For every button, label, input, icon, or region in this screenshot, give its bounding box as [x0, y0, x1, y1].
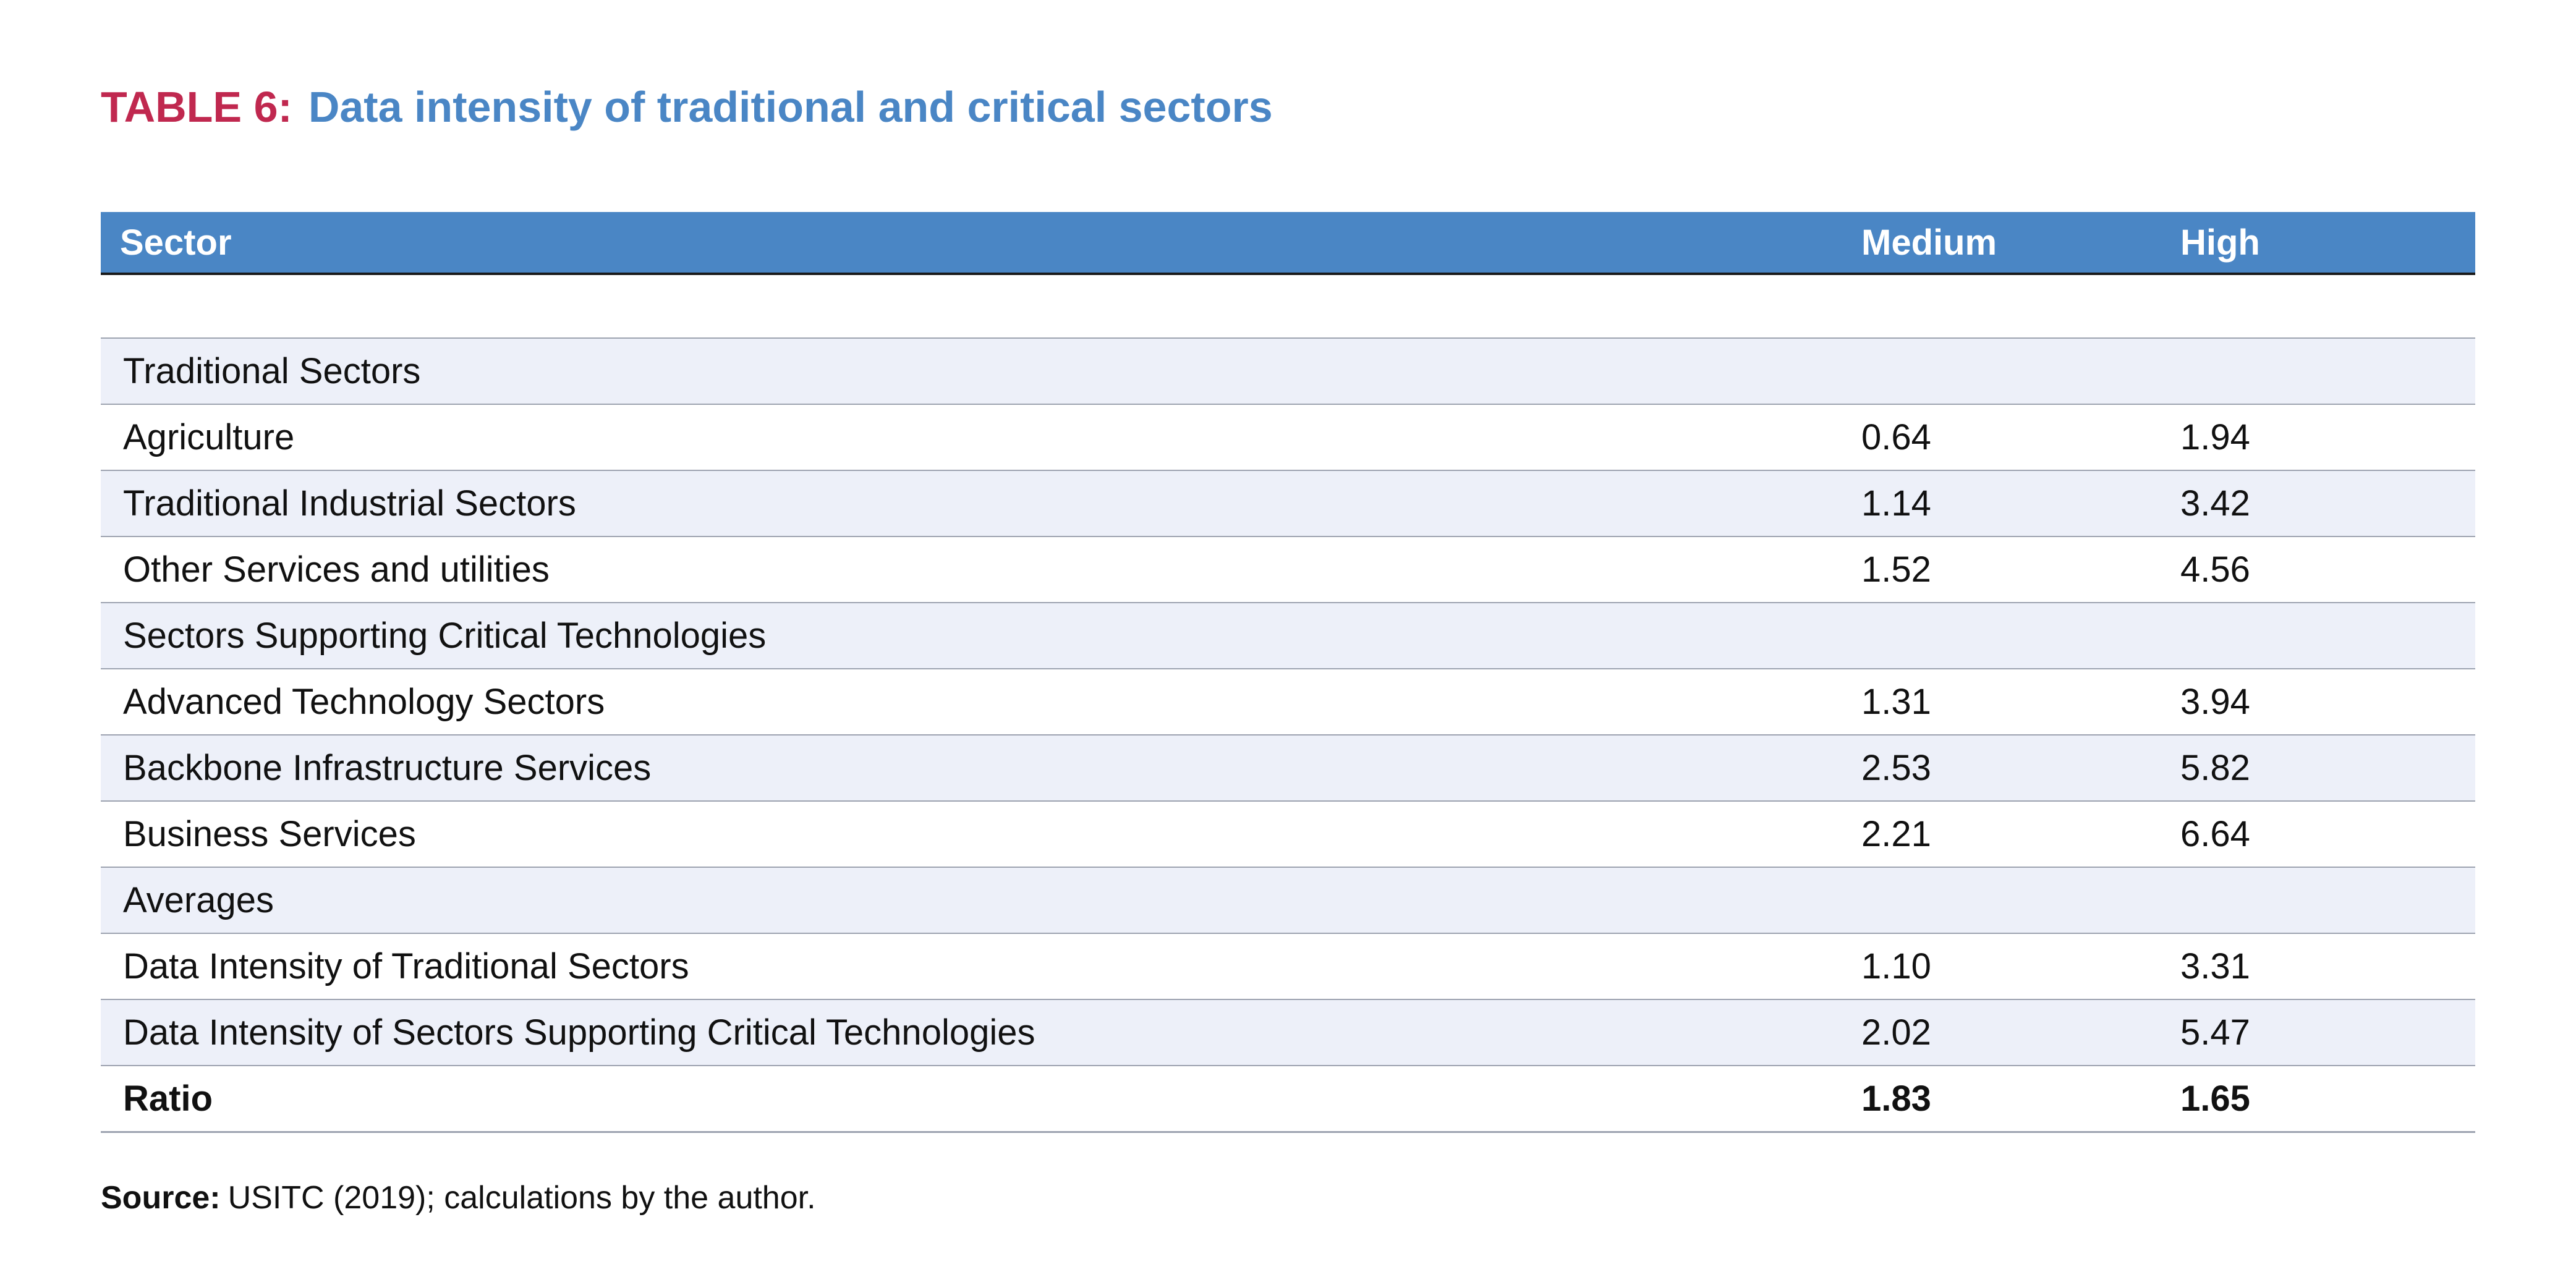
table-row: Other Services and utilities 1.52 4.56	[101, 536, 2475, 603]
sector-cell: Traditional Sectors	[101, 338, 1861, 405]
column-header-sector: Sector	[101, 212, 1861, 275]
high-cell: 1.94	[2180, 404, 2475, 471]
table-ratio-row: Ratio 1.83 1.65	[101, 1066, 2475, 1133]
medium-cell: 1.52	[1861, 536, 2180, 603]
sector-cell: Agriculture	[101, 404, 1861, 471]
table-row: Data Intensity of Sectors Supporting Cri…	[101, 999, 2475, 1066]
table-group-row: Averages	[101, 867, 2475, 934]
high-cell: 6.64	[2180, 801, 2475, 868]
high-cell	[2180, 338, 2475, 405]
table-row: Traditional Industrial Sectors 1.14 3.42	[101, 470, 2475, 537]
high-cell: 3.94	[2180, 669, 2475, 736]
table-group-row: Traditional Sectors	[101, 338, 2475, 405]
table-number-label: TABLE 6:	[101, 83, 292, 131]
medium-cell: 1.14	[1861, 470, 2180, 537]
sector-cell: Data Intensity of Sectors Supporting Cri…	[101, 999, 1861, 1066]
sector-cell: Ratio	[101, 1066, 1861, 1133]
medium-cell	[1861, 867, 2180, 934]
document-page: TABLE 6: Data intensity of traditional an…	[101, 0, 2475, 1272]
table-row: Data Intensity of Traditional Sectors 1.…	[101, 933, 2475, 1000]
table-title-text: Data intensity of traditional and critic…	[308, 83, 1273, 131]
medium-cell	[1861, 603, 2180, 669]
high-cell	[2180, 603, 2475, 669]
sector-cell: Advanced Technology Sectors	[101, 669, 1861, 736]
sector-cell: Averages	[101, 867, 1861, 934]
high-cell: 5.82	[2180, 735, 2475, 802]
table-row: Agriculture 0.64 1.94	[101, 404, 2475, 471]
medium-cell: 2.53	[1861, 735, 2180, 802]
high-cell	[2180, 867, 2475, 934]
table-row: Advanced Technology Sectors 1.31 3.94	[101, 669, 2475, 736]
sector-cell: Business Services	[101, 801, 1861, 868]
medium-cell: 2.21	[1861, 801, 2180, 868]
medium-cell: 1.83	[1861, 1066, 2180, 1133]
table-spacer-row	[101, 274, 2475, 339]
column-header-high: High	[2180, 212, 2475, 275]
source-label: Source:	[101, 1180, 221, 1216]
sector-cell: Sectors Supporting Critical Technologies	[101, 603, 1861, 669]
source-note: Source: USITC (2019); calculations by the…	[101, 1182, 816, 1214]
column-header-medium: Medium	[1861, 212, 2180, 275]
table-row: Business Services 2.21 6.64	[101, 801, 2475, 868]
sector-cell: Data Intensity of Traditional Sectors	[101, 933, 1861, 1000]
sector-cell: Backbone Infrastructure Services	[101, 735, 1861, 802]
high-cell: 5.47	[2180, 999, 2475, 1066]
source-text: USITC (2019); calculations by the author…	[227, 1180, 816, 1216]
high-cell: 4.56	[2180, 536, 2475, 603]
table-group-row: Sectors Supporting Critical Technologies	[101, 603, 2475, 669]
table-title: TABLE 6: Data intensity of traditional an…	[101, 85, 1273, 129]
medium-cell: 2.02	[1861, 999, 2180, 1066]
medium-cell: 1.10	[1861, 933, 2180, 1000]
high-cell: 3.42	[2180, 470, 2475, 537]
medium-cell: 0.64	[1861, 404, 2180, 471]
table-row: Backbone Infrastructure Services 2.53 5.…	[101, 735, 2475, 802]
sector-cell: Other Services and utilities	[101, 536, 1861, 603]
table-header-row: Sector Medium High	[101, 212, 2475, 275]
medium-cell	[1861, 338, 2180, 405]
high-cell: 1.65	[2180, 1066, 2475, 1133]
data-intensity-table: Sector Medium High Traditional Sectors A…	[101, 212, 2475, 1133]
medium-cell: 1.31	[1861, 669, 2180, 736]
high-cell: 3.31	[2180, 933, 2475, 1000]
sector-cell: Traditional Industrial Sectors	[101, 470, 1861, 537]
